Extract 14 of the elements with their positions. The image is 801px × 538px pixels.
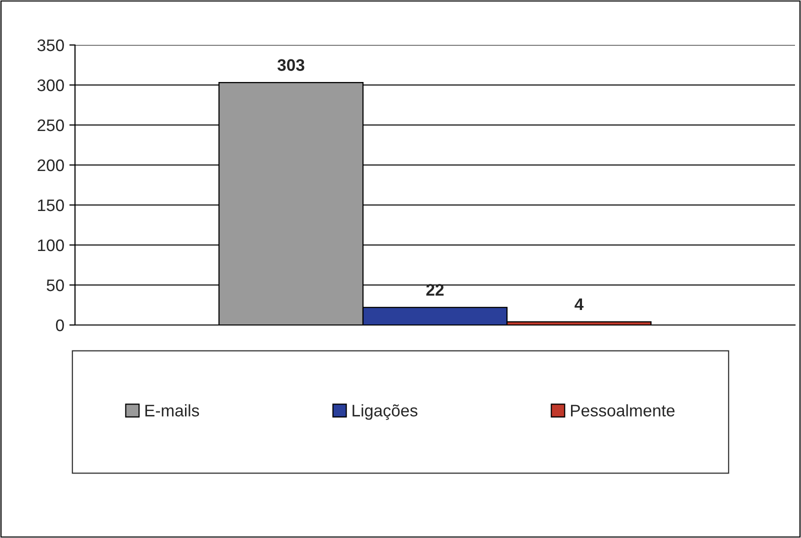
legend-label: Ligações [352,404,418,420]
y-tick-label: 200 [38,159,64,172]
y-tick-label: 0 [56,319,64,332]
y-tick-label: 300 [37,79,64,92]
y-tick-label: 150 [38,199,64,212]
legend-label: E-mails [145,404,200,416]
data-label: 303 [277,59,304,71]
data-label: 22 [426,284,444,296]
y-tick-label: 50 [46,279,64,292]
y-tick-label: 100 [38,239,64,252]
data-label: 4 [574,298,584,310]
y-tick-label: 350 [37,39,64,52]
y-tick-label: 250 [38,119,64,132]
legend-label: Pessoalmente [571,404,675,416]
